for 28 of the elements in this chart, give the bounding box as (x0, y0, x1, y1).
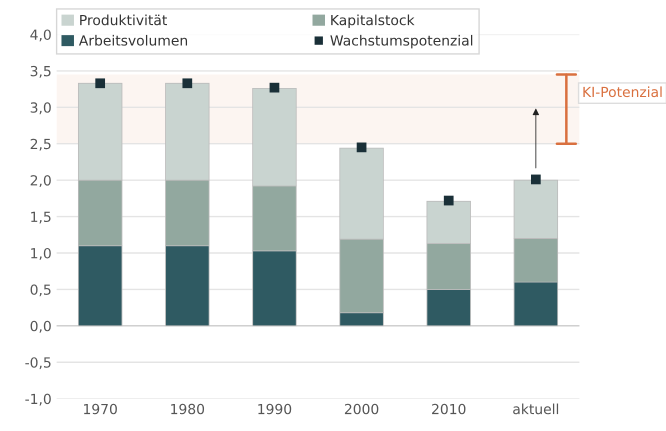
y-tick-label: 1,5 (31, 212, 51, 224)
y-tick-label: 1,0 (31, 248, 51, 260)
y-tick-label: 3,0 (30, 102, 51, 114)
point (444, 196, 454, 206)
x-tick-label: 1980 (171, 404, 204, 414)
point (356, 142, 366, 152)
x-tick-label: aktuell (513, 404, 558, 414)
y-tick-label: 3,5 (30, 66, 51, 78)
y-tick-label: 0,5 (30, 284, 51, 296)
y-tick-label: 2,5 (30, 138, 51, 151)
y-tick-label: 4,0 (30, 29, 51, 42)
point (530, 174, 541, 184)
x-tick-label: 1990 (258, 404, 292, 414)
y-tick-label: -0,5 (25, 357, 51, 370)
band-label: KI-Potenzial (583, 86, 662, 98)
y-tick-label: -1,0 (25, 394, 51, 406)
y-tick-label: 0,0 (30, 320, 51, 333)
legend-label: Arbeitsvolumen (78, 34, 188, 46)
point (182, 78, 192, 88)
x-tick-label: 1970 (84, 404, 117, 414)
point (270, 82, 280, 93)
legend-label: Produktivität (80, 14, 167, 26)
y-tick-label: 2,0 (30, 175, 51, 188)
legend-label: Wachstumspotenzial (330, 34, 472, 48)
point (95, 78, 106, 88)
x-tick-label: 2000 (344, 404, 378, 414)
x-tick-label: 2010 (432, 404, 466, 414)
legend-label: Kapitalstock (331, 14, 415, 28)
